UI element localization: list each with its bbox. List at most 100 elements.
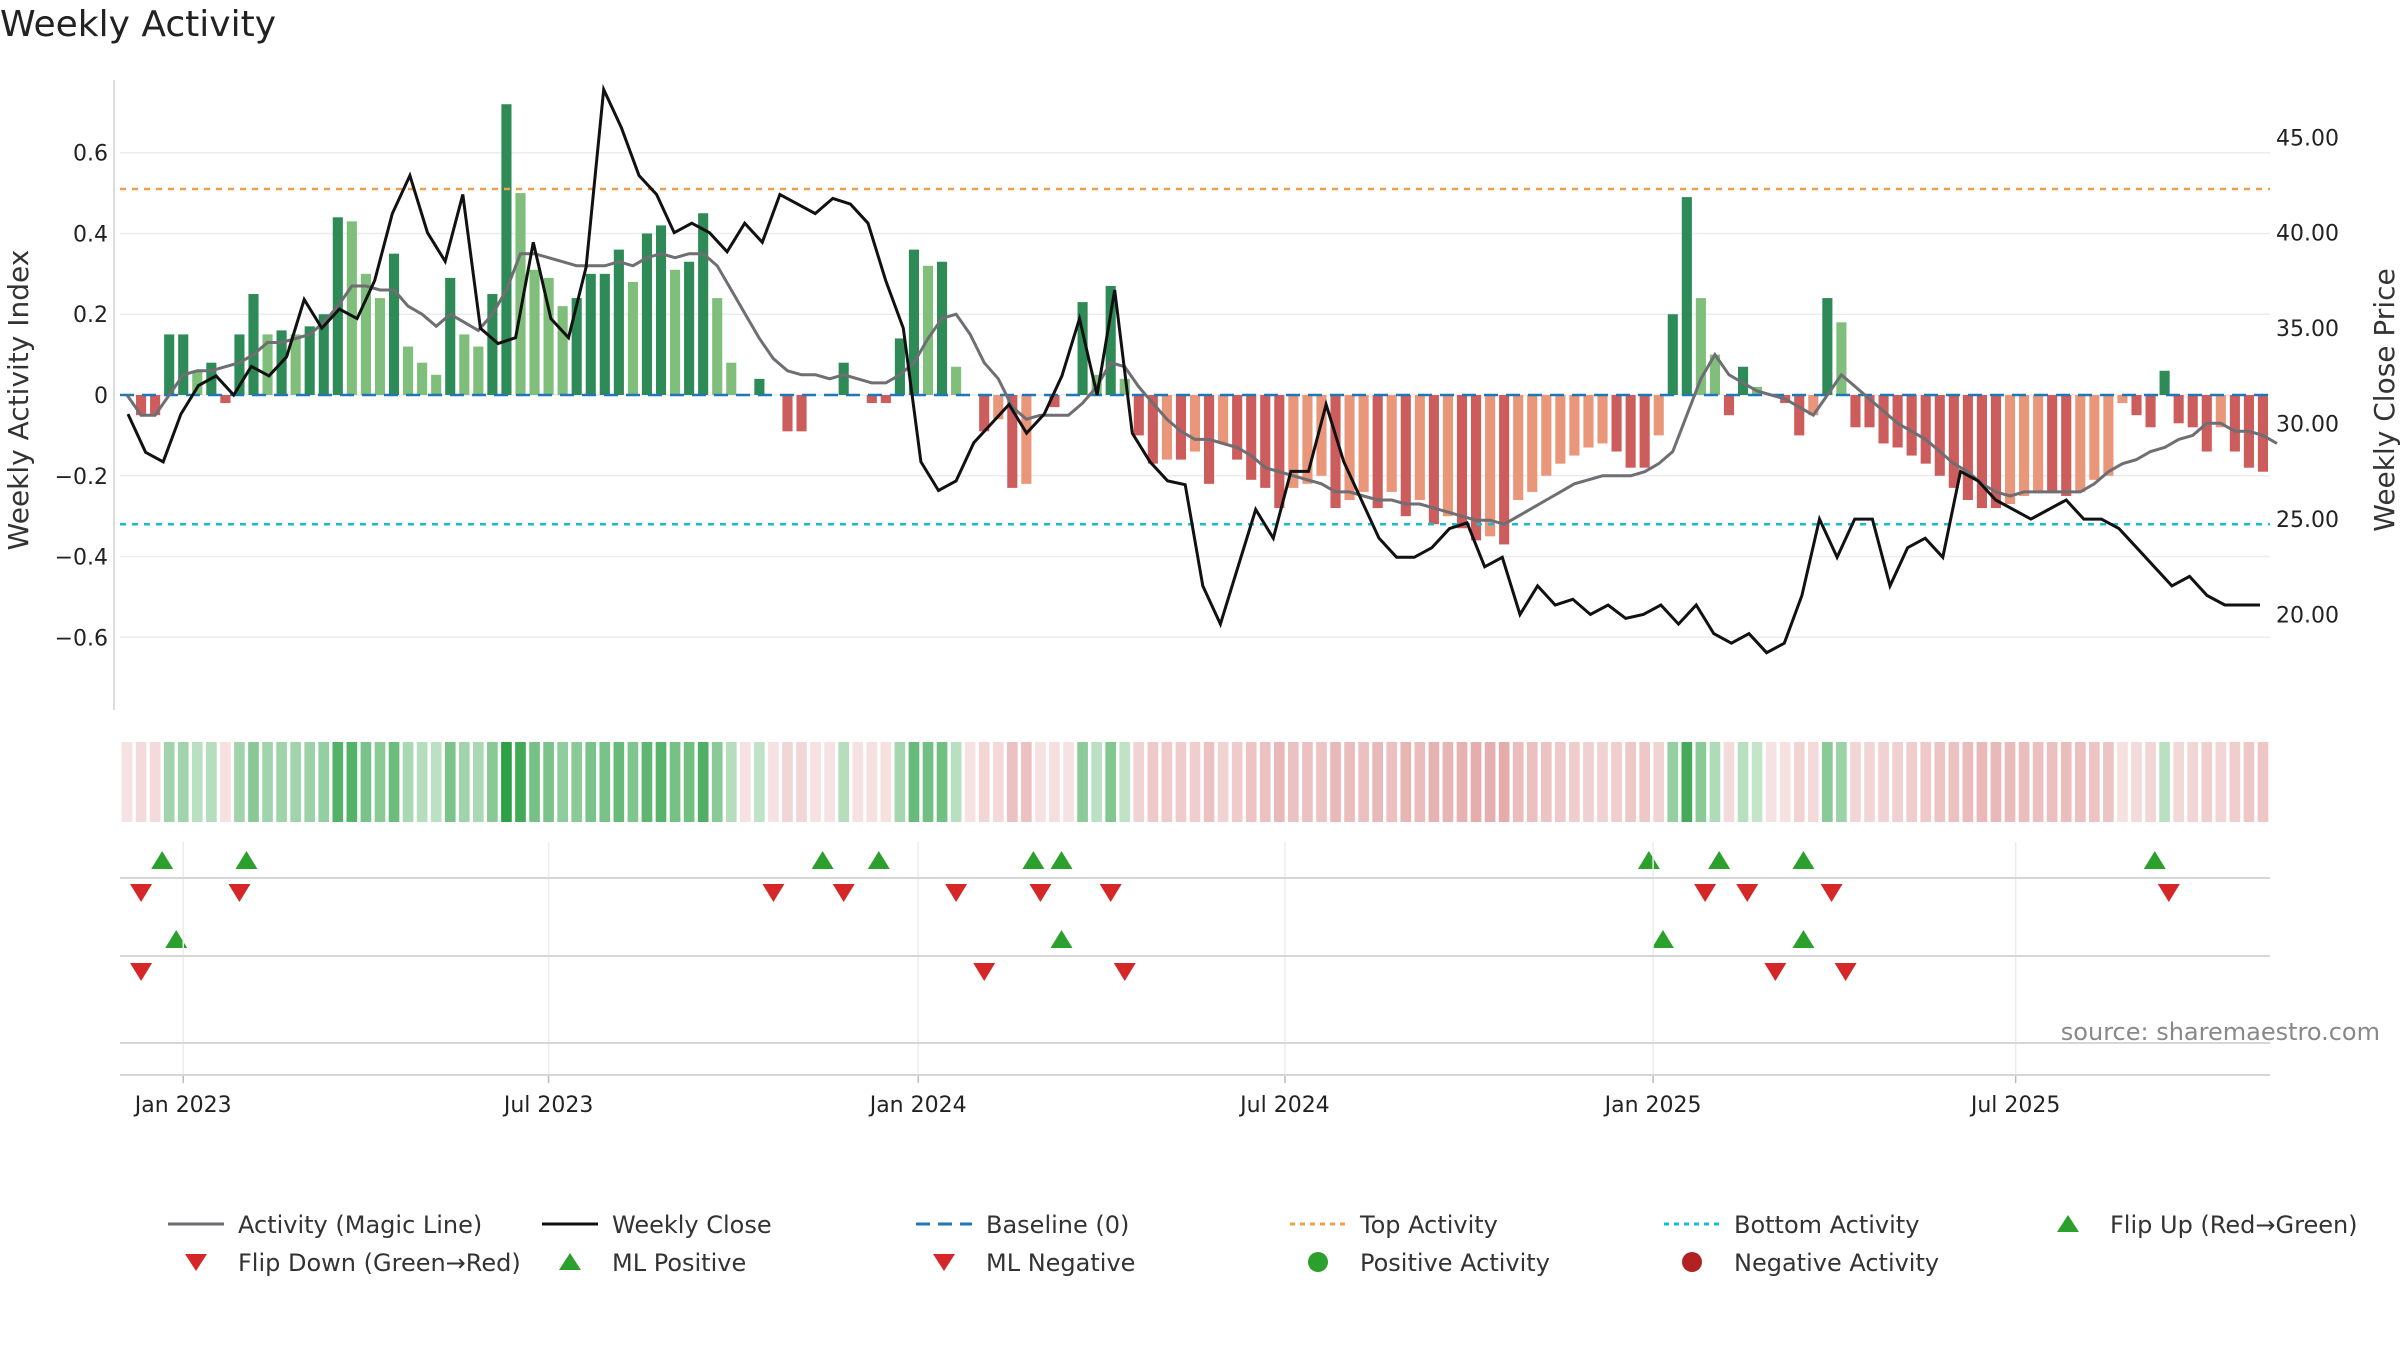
series-lines bbox=[125, 83, 2278, 655]
activity-bar bbox=[178, 334, 189, 395]
activity-bar bbox=[1499, 395, 1510, 545]
activity-bar bbox=[1597, 395, 1608, 444]
heat-cell bbox=[206, 742, 217, 822]
legend-item: Bottom Activity bbox=[1664, 1211, 1919, 1239]
activity-bar bbox=[1709, 354, 1720, 395]
activity-bar bbox=[1077, 302, 1088, 395]
heat-cell bbox=[1639, 742, 1651, 822]
activity-bar bbox=[796, 395, 807, 432]
heat-cell bbox=[1302, 742, 1313, 822]
y-tick-left: 0.2 bbox=[73, 303, 108, 328]
ml-negative-marker bbox=[1834, 963, 1857, 981]
activity-bar bbox=[655, 225, 667, 395]
heat-cell bbox=[964, 742, 976, 822]
legend-label: ML Negative bbox=[986, 1249, 1135, 1277]
heat-cell bbox=[2215, 742, 2227, 822]
heat-cell bbox=[2004, 742, 2016, 822]
ml-positive-marker bbox=[1050, 930, 1073, 948]
heat-cell bbox=[1231, 742, 1243, 822]
heat-cell bbox=[627, 742, 639, 822]
heat-cell bbox=[1428, 742, 1440, 822]
activity-bar bbox=[1218, 395, 1229, 444]
activity-bar bbox=[1119, 378, 1130, 395]
activity-bar bbox=[1007, 395, 1018, 488]
activity-bar bbox=[515, 193, 526, 395]
activity-bar bbox=[1695, 298, 1706, 395]
activity-bar bbox=[1822, 298, 1833, 395]
legend-item: ML Negative bbox=[933, 1249, 1135, 1277]
heat-cell bbox=[1316, 742, 1327, 822]
activity-bar bbox=[726, 362, 737, 395]
legend-item: ML Positive bbox=[559, 1249, 746, 1277]
heat-cell bbox=[1836, 742, 1847, 822]
ml-positive-marker bbox=[1792, 930, 1815, 948]
heat-cell bbox=[487, 742, 498, 822]
activity-bar bbox=[1400, 395, 1411, 517]
activity-bar bbox=[445, 277, 456, 395]
activity-bar bbox=[220, 395, 231, 404]
flip-down-marker bbox=[832, 884, 855, 902]
x-axis: Jan 2023 Jul 2023 Jan 2024 Jul 2024 Jan 2025… bbox=[120, 842, 2270, 1118]
activity-bar bbox=[782, 395, 793, 432]
heat-cell bbox=[585, 742, 597, 822]
activity-bar bbox=[1414, 395, 1425, 500]
heat-cell bbox=[1807, 742, 1819, 822]
heat-cell bbox=[1779, 742, 1791, 822]
heat-cell bbox=[1386, 742, 1398, 822]
activity-bar bbox=[1723, 395, 1735, 416]
ml-positive-marker bbox=[165, 930, 188, 948]
legend-label: Flip Down (Green→Red) bbox=[238, 1249, 521, 1277]
activity-bar bbox=[1428, 395, 1439, 525]
heat-cell bbox=[1822, 742, 1833, 822]
heat-cell bbox=[290, 742, 301, 822]
heat-cell bbox=[1526, 742, 1538, 822]
heat-cell bbox=[936, 742, 948, 822]
activity-bar bbox=[1189, 395, 1201, 452]
flip-down-marker bbox=[1736, 884, 1759, 902]
heat-cell bbox=[1569, 742, 1580, 822]
heat-cell bbox=[796, 742, 807, 822]
heat-cell bbox=[613, 742, 625, 822]
flip-down-marker bbox=[1029, 884, 1052, 902]
heat-cell bbox=[304, 742, 316, 822]
flip-up-marker bbox=[151, 851, 174, 869]
heat-cell bbox=[1330, 742, 1341, 822]
heat-cell bbox=[978, 742, 990, 822]
activity-bar bbox=[866, 395, 877, 404]
heat-cell bbox=[2018, 742, 2030, 822]
activity-bar bbox=[2215, 395, 2226, 428]
flip-down-marker bbox=[945, 884, 968, 902]
legend-item: Flip Up (Red→Green) bbox=[2057, 1211, 2358, 1239]
activity-bar bbox=[1962, 395, 1973, 500]
activity-bar bbox=[150, 395, 161, 416]
activity-bar bbox=[599, 273, 610, 395]
activity-bar bbox=[388, 253, 400, 395]
heat-cell bbox=[191, 742, 203, 822]
activity-bar bbox=[1105, 285, 1116, 395]
activity-bar bbox=[1990, 395, 2002, 509]
flip-up-marker bbox=[1022, 851, 1045, 869]
activity-bar bbox=[262, 334, 273, 395]
heat-cell bbox=[571, 742, 583, 822]
heat-cell bbox=[1850, 742, 1861, 822]
heat-cell bbox=[1793, 742, 1805, 822]
legend-item: Weekly Close bbox=[542, 1211, 772, 1239]
heat-cell bbox=[1344, 742, 1355, 822]
activity-bar bbox=[1485, 395, 1496, 537]
flip-down-marker bbox=[2157, 884, 2180, 902]
activity-bar bbox=[1653, 395, 1664, 436]
activity-bar bbox=[1372, 395, 1383, 509]
heat-cell bbox=[149, 742, 161, 822]
activity-bar bbox=[1513, 395, 1524, 500]
heat-cell bbox=[416, 742, 428, 822]
heat-cell bbox=[2103, 742, 2114, 822]
flip-markers bbox=[130, 851, 2180, 981]
heat-cell bbox=[1498, 742, 1510, 822]
activity-bar bbox=[2187, 395, 2198, 428]
legend-label: Activity (Magic Line) bbox=[238, 1211, 482, 1239]
legend-item: Flip Down (Green→Red) bbox=[185, 1249, 521, 1277]
heat-cell bbox=[234, 742, 245, 822]
activity-bar bbox=[2061, 395, 2072, 496]
axes: 0.6 0.4 0.2 0 −0.2 −0.4 −0.6 45.00 40.00 35.00 30.… bbox=[55, 80, 2339, 710]
activity-bar bbox=[1836, 322, 1847, 395]
